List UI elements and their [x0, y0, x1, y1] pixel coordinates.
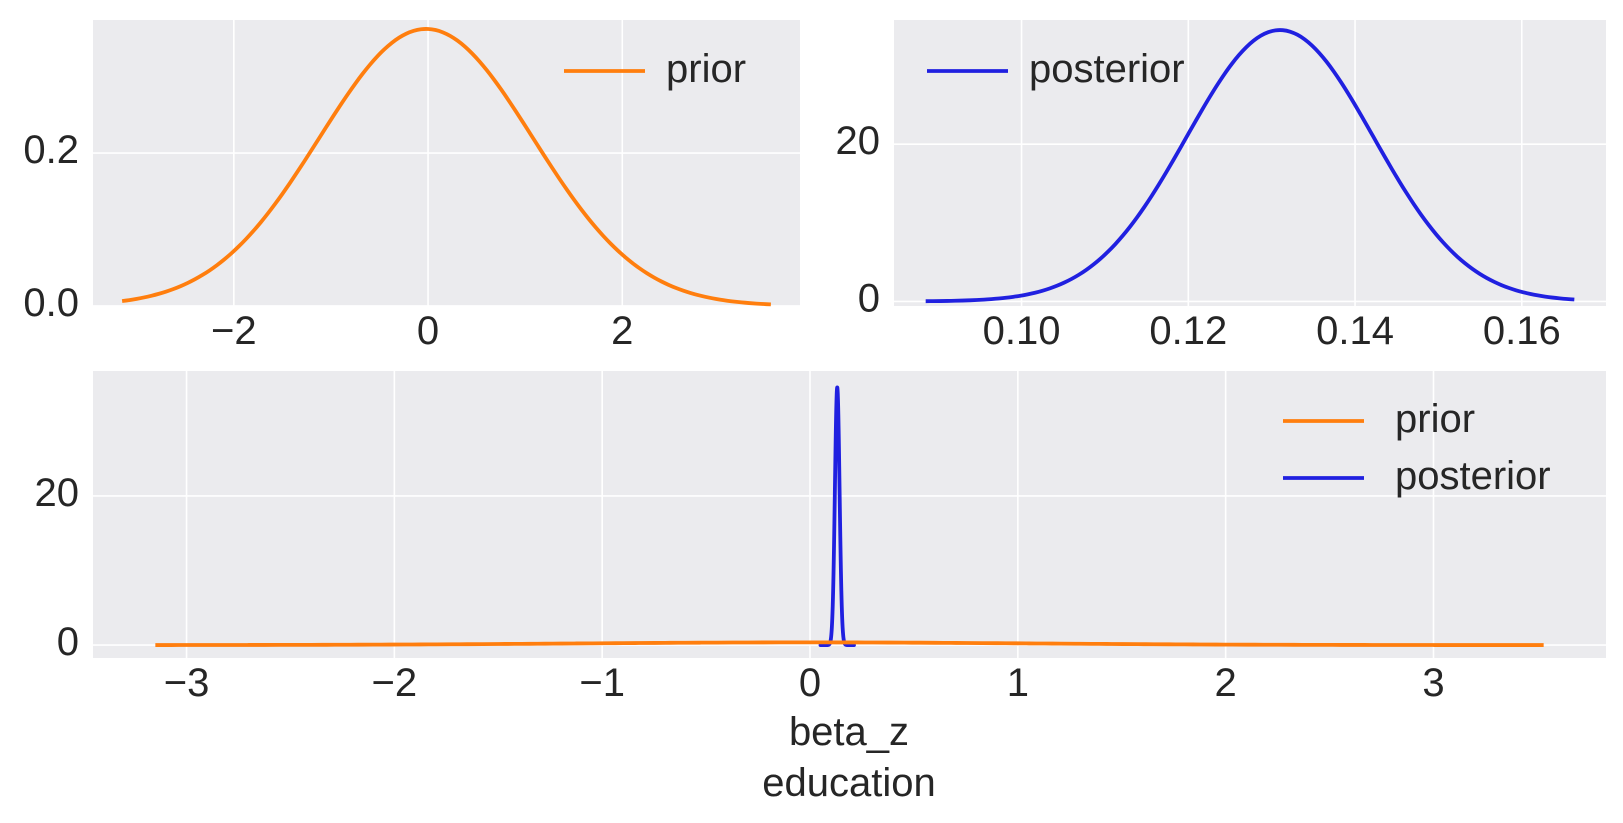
svg-text:0.12: 0.12	[1149, 309, 1227, 353]
svg-text:−2: −2	[211, 309, 257, 353]
svg-text:0: 0	[858, 276, 880, 320]
svg-text:0.16: 0.16	[1483, 309, 1561, 353]
svg-text:0.2: 0.2	[23, 128, 79, 172]
svg-text:−3: −3	[164, 661, 210, 705]
svg-text:20: 20	[836, 119, 881, 163]
svg-text:3: 3	[1422, 661, 1444, 705]
svg-text:0.14: 0.14	[1316, 309, 1394, 353]
svg-text:2: 2	[611, 309, 633, 353]
svg-text:prior: prior	[666, 47, 746, 91]
svg-text:−1: −1	[579, 661, 625, 705]
svg-text:1: 1	[1007, 661, 1029, 705]
svg-text:posterior: posterior	[1395, 454, 1551, 498]
svg-text:0.10: 0.10	[983, 309, 1061, 353]
svg-text:20: 20	[35, 471, 80, 515]
svg-text:0: 0	[417, 309, 439, 353]
svg-text:0.0: 0.0	[23, 281, 79, 325]
svg-text:0: 0	[799, 661, 821, 705]
svg-text:2: 2	[1215, 661, 1237, 705]
svg-text:prior: prior	[1395, 397, 1475, 441]
svg-text:beta_z: beta_z	[789, 710, 909, 754]
svg-text:posterior: posterior	[1029, 47, 1185, 91]
svg-text:education: education	[762, 761, 935, 805]
svg-text:−2: −2	[372, 661, 418, 705]
svg-text:0: 0	[57, 620, 79, 664]
